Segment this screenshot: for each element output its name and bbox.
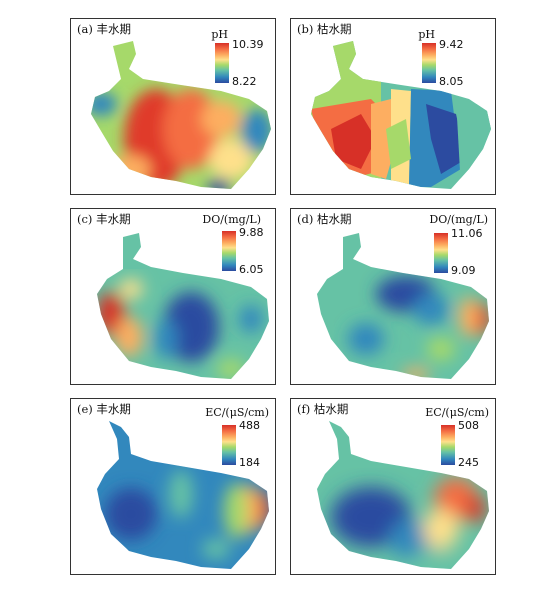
colorbar-max-label: 488 — [239, 419, 260, 432]
colorbar-unit: DO/(mg/L) — [202, 213, 261, 226]
colorbar — [422, 43, 436, 83]
colorbar-min-label: 8.22 — [232, 75, 257, 88]
map-a — [91, 41, 271, 189]
panel-title: (d) 枯水期 — [297, 212, 352, 226]
panel-title: (f) 枯水期 — [297, 402, 349, 416]
panel-b-ph-dry-season: (b) 枯水期 pH 9.42 8.05 — [290, 18, 496, 195]
panel-title: (e) 丰水期 — [77, 402, 131, 416]
colorbar — [222, 231, 236, 271]
colorbar — [215, 43, 229, 83]
map-f — [317, 421, 489, 569]
map-c — [97, 233, 269, 379]
colorbar-min-label: 245 — [458, 456, 479, 469]
panel-title: (c) 丰水期 — [77, 212, 131, 226]
colorbar-unit: DO/(mg/L) — [429, 213, 488, 226]
panel-c-do-wet-season: (c) 丰水期 DO/(mg/L) 9.88 6.05 — [70, 208, 276, 385]
panel-e-ec-wet-season: (e) 丰水期 EC/(μS/cm) 488 184 — [70, 398, 276, 575]
colorbar-unit: EC/(μS/cm) — [205, 406, 269, 419]
colorbar-max-label: 9.88 — [239, 226, 264, 239]
panel-title: (b) 枯水期 — [297, 22, 352, 36]
panel-a-ph-wet-season: (a) 丰水期 pH 10.39 8.22 — [70, 18, 276, 195]
panel-d-do-dry-season: (d) 枯水期 DO/(mg/L) 11.06 9.09 — [290, 208, 496, 385]
colorbar-max-label: 508 — [458, 419, 479, 432]
colorbar-min-label: 8.05 — [439, 75, 464, 88]
colorbar — [434, 233, 448, 273]
colorbar-min-label: 9.09 — [451, 264, 476, 277]
colorbar-max-label: 11.06 — [451, 227, 483, 240]
map-b — [311, 41, 491, 189]
map-d — [317, 233, 489, 379]
colorbar-min-label: 6.05 — [239, 263, 264, 276]
colorbar-max-label: 9.42 — [439, 38, 464, 51]
colorbar — [441, 425, 455, 465]
colorbar-unit: EC/(μS/cm) — [425, 406, 489, 419]
colorbar-max-label: 10.39 — [232, 38, 264, 51]
colorbar-unit: pH — [418, 28, 435, 41]
colorbar-unit: pH — [211, 28, 228, 41]
map-e — [97, 421, 269, 569]
panel-f-ec-dry-season: (f) 枯水期 EC/(μS/cm) 508 245 — [290, 398, 496, 575]
colorbar-min-label: 184 — [239, 456, 260, 469]
colorbar — [222, 425, 236, 465]
panel-title: (a) 丰水期 — [77, 22, 131, 36]
